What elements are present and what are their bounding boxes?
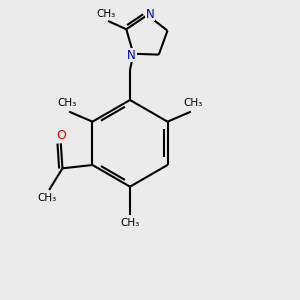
- Text: CH₃: CH₃: [183, 98, 202, 108]
- Text: O: O: [56, 130, 66, 142]
- Text: N: N: [127, 49, 136, 62]
- Text: CH₃: CH₃: [38, 193, 57, 203]
- Text: CH₃: CH₃: [97, 9, 116, 19]
- Text: CH₃: CH₃: [120, 218, 140, 228]
- Text: CH₃: CH₃: [58, 98, 77, 108]
- Text: N: N: [146, 8, 154, 20]
